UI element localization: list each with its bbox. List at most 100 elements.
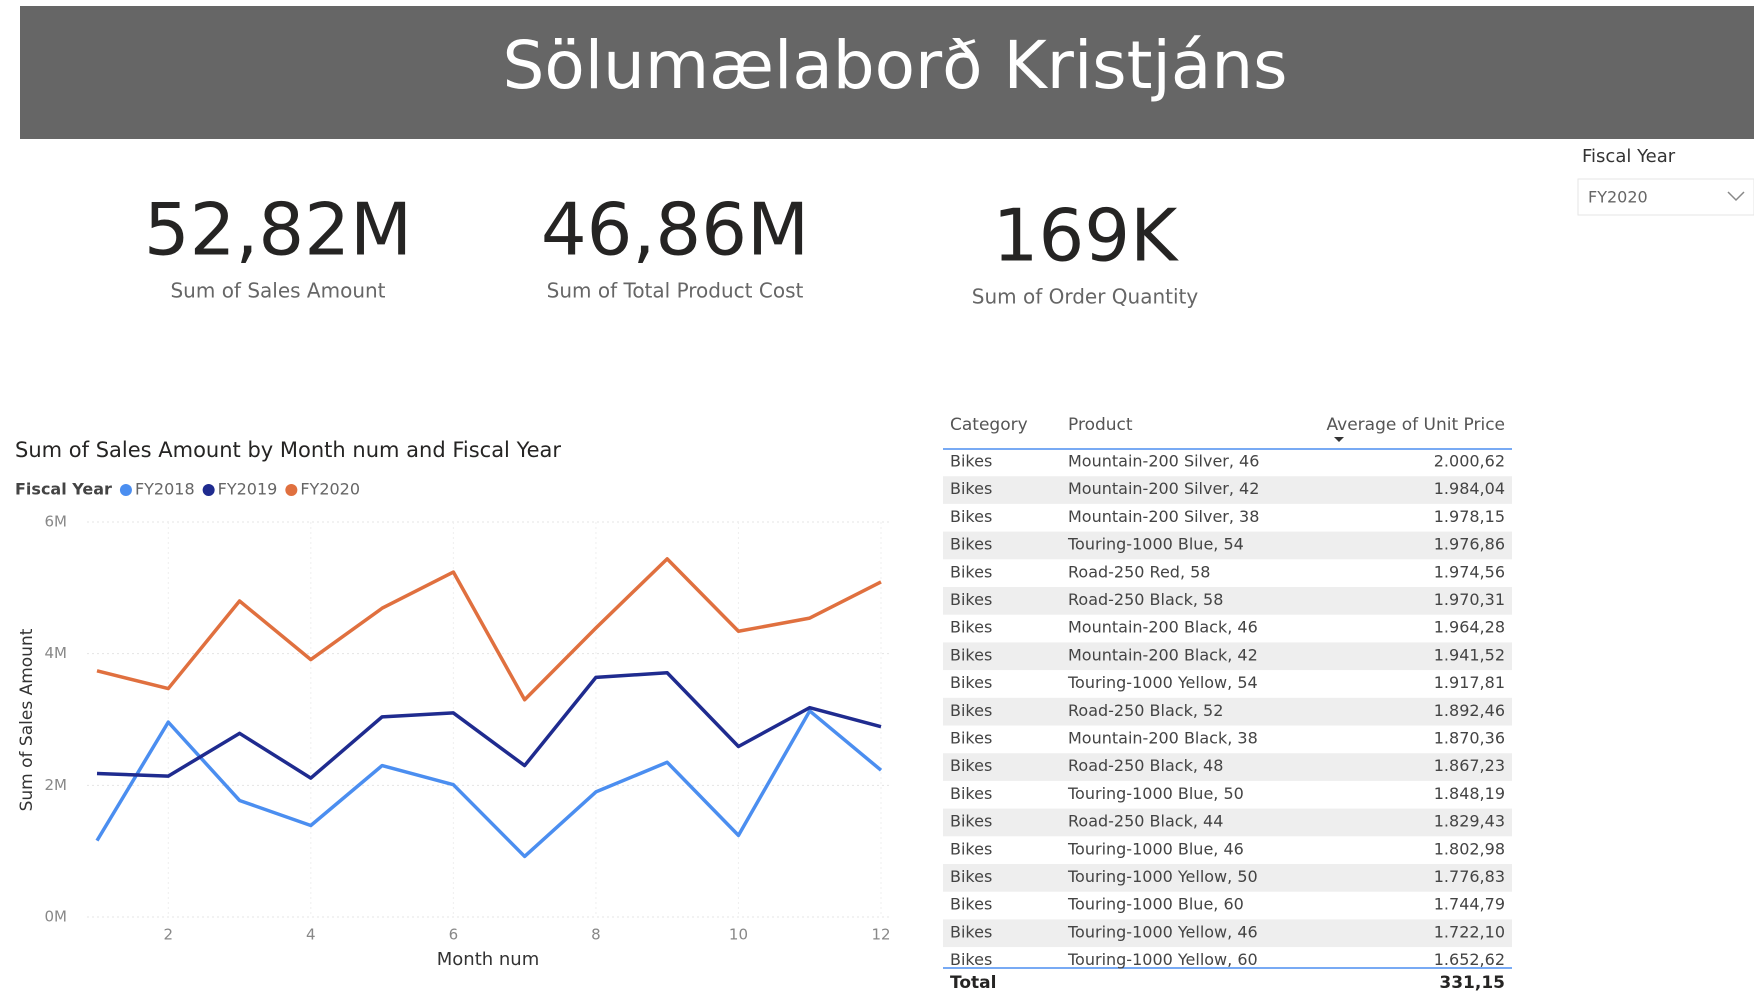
row-stripe: [943, 919, 1512, 948]
table-cell: 2.000,62: [1434, 452, 1505, 471]
row-stripe: [943, 642, 1512, 671]
table-cell: Bikes: [950, 645, 992, 664]
legend-marker: [202, 484, 215, 496]
kpi-value: 52,82M: [144, 188, 412, 272]
table-cell: Bikes: [950, 507, 992, 526]
table-cell: Bikes: [950, 867, 992, 886]
table-cell: Bikes: [950, 812, 992, 831]
slicer-label: Fiscal Year: [1582, 146, 1676, 167]
table-cell: 1.978,15: [1434, 507, 1505, 526]
table-cell: 1.652,62: [1434, 950, 1505, 969]
table-cell: 1.829,43: [1434, 812, 1505, 831]
row-stripe: [943, 864, 1512, 892]
kpi-value: 169K: [993, 194, 1179, 278]
column-header: Average of Unit Price: [1327, 415, 1505, 435]
x-tick-label: 6: [449, 926, 459, 944]
header-title: Sölumælaborð Kristjáns: [502, 27, 1287, 104]
table-cell: 1.974,56: [1434, 562, 1505, 581]
row-stripe: [943, 808, 1512, 837]
table-cell: 1.867,23: [1434, 756, 1505, 775]
legend-label: FY2019: [218, 480, 278, 499]
table-cell: 1.917,81: [1434, 673, 1505, 692]
x-tick-label: 4: [306, 926, 316, 944]
row-stripe: [943, 753, 1512, 781]
slicer-value[interactable]: FY2020: [1588, 188, 1648, 207]
table-cell: 1.870,36: [1434, 729, 1505, 748]
table-cell: 1.802,98: [1434, 839, 1505, 858]
table-cell: Mountain-200 Silver, 38: [1068, 507, 1259, 526]
series-line: [96, 557, 882, 702]
table-cell: Road-250 Black, 52: [1068, 701, 1223, 720]
legend-marker: [285, 484, 298, 496]
table-cell: Touring-1000 Blue, 60: [1067, 895, 1244, 914]
total-label: Total: [950, 973, 996, 993]
table-cell: 1.892,46: [1434, 701, 1505, 720]
kpi-label: Sum of Total Product Cost: [547, 279, 804, 303]
table-cell: Touring-1000 Blue, 46: [1067, 839, 1244, 858]
legend-marker: [119, 484, 132, 496]
series-line: [95, 709, 883, 859]
table-cell: Bikes: [950, 756, 992, 775]
x-axis-title: Month num: [437, 949, 540, 970]
row-stripe: [943, 697, 1512, 726]
table-cell: Bikes: [950, 950, 992, 969]
table-cell: 1.964,28: [1434, 618, 1505, 637]
table-cell: Road-250 Red, 58: [1068, 562, 1210, 581]
table-cell: Bikes: [950, 479, 992, 498]
legend-title: Fiscal Year: [15, 480, 112, 499]
table-cell: Bikes: [950, 590, 992, 609]
sort-indicator[interactable]: [1334, 437, 1344, 442]
table-body: Bikes Mountain-200 Silver, 46 2.000,62 Bike…: [943, 452, 1512, 969]
x-tick-label: 8: [591, 926, 601, 944]
table-cell: Road-250 Black, 44: [1068, 812, 1223, 831]
kpi-label: Sum of Sales Amount: [170, 279, 385, 303]
table-cell: Touring-1000 Blue, 54: [1067, 535, 1244, 554]
table-cell: Bikes: [950, 452, 992, 471]
x-tick-label: 10: [729, 926, 748, 944]
table-cell: Bikes: [950, 673, 992, 692]
series-line: [96, 671, 882, 780]
dropdown-chevron[interactable]: [1727, 191, 1745, 202]
table-cell: Mountain-200 Black, 42: [1068, 645, 1258, 664]
table-cell: Mountain-200 Silver, 46: [1068, 452, 1259, 471]
table-cell: Road-250 Black, 48: [1068, 756, 1223, 775]
table-cell: 1.941,52: [1434, 645, 1505, 664]
table-cell: Mountain-200 Silver, 42: [1068, 479, 1259, 498]
slicer-box[interactable]: [1577, 178, 1754, 216]
table-cell: 1.848,19: [1434, 784, 1505, 803]
table-cell: 1.984,04: [1434, 479, 1505, 498]
table-cell: Bikes: [950, 784, 992, 803]
column-header: Category: [950, 415, 1028, 435]
table-cell: 1.744,79: [1434, 895, 1505, 914]
legend-label: FY2018: [135, 480, 195, 499]
table-cell: Touring-1000 Blue, 50: [1067, 784, 1244, 803]
chart-title: Sum of Sales Amount by Month num and Fis…: [15, 438, 561, 462]
slicer-dropdown[interactable]: FY2020: [1577, 178, 1754, 216]
table-cell: 1.970,31: [1434, 590, 1505, 609]
y-tick-label: 0M: [45, 908, 68, 926]
table-cell: Bikes: [950, 618, 992, 637]
table-cell: 1.976,86: [1434, 535, 1505, 554]
column-header: Product: [1068, 415, 1133, 435]
y-tick-label: 4M: [45, 644, 68, 662]
x-tick-label: 2: [163, 926, 173, 944]
legend-label: FY2020: [300, 480, 360, 499]
y-tick-label: 6M: [45, 513, 68, 531]
kpi-label: Sum of Order Quantity: [972, 285, 1199, 309]
y-tick-label: 2M: [45, 776, 68, 794]
total-value: 331,15: [1439, 973, 1505, 993]
kpi-value: 46,86M: [541, 188, 809, 272]
x-tick-label: 12: [871, 926, 890, 944]
table-cell: Bikes: [950, 562, 992, 581]
y-axis-title: Sum of Sales Amount: [17, 628, 37, 811]
table-cell: Touring-1000 Yellow, 54: [1067, 673, 1258, 692]
table-cell: Bikes: [950, 895, 992, 914]
table-cell: Mountain-200 Black, 38: [1068, 729, 1258, 748]
table-cell: Touring-1000 Yellow, 50: [1067, 867, 1258, 886]
table-cell: 1.722,10: [1434, 922, 1505, 941]
table-cell: Bikes: [950, 701, 992, 720]
table-cell: Touring-1000 Yellow, 60: [1067, 950, 1258, 969]
table-cell: Bikes: [950, 922, 992, 941]
